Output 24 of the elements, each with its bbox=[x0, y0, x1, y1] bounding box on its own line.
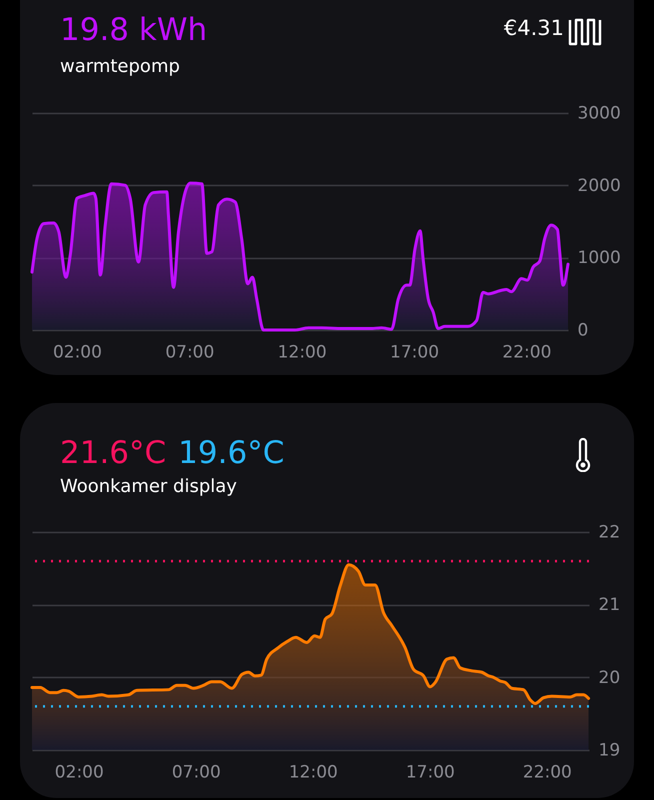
x-tick-label: 07:00 bbox=[165, 342, 214, 362]
y-tick-label: 22 bbox=[598, 522, 620, 542]
x-tick-label: 12:00 bbox=[288, 762, 338, 782]
x-tick-label: 12:00 bbox=[278, 342, 327, 362]
y-tick-label: 20 bbox=[598, 668, 620, 688]
y-tick-label: 19 bbox=[598, 740, 620, 760]
y-tick-label: 0 bbox=[578, 320, 588, 340]
x-tick-label: 17:00 bbox=[406, 762, 455, 782]
y-tick-label: 21 bbox=[598, 595, 620, 616]
chart-subtitle: Woonkamer display bbox=[60, 476, 237, 497]
x-tick-label: 17:00 bbox=[390, 342, 440, 362]
x-tick-label: 02:00 bbox=[54, 762, 104, 782]
x-tick-label: 22:00 bbox=[502, 342, 552, 362]
y-tick-label: 1000 bbox=[578, 248, 621, 268]
y-tick-label: 2000 bbox=[578, 176, 621, 196]
ref-line-label: 19.6°C bbox=[178, 435, 284, 471]
chart-subtitle: warmtepomp bbox=[60, 56, 180, 77]
ref-line-label: 21.6°C bbox=[60, 435, 166, 471]
chart-title: 19.8 kWh bbox=[60, 12, 208, 48]
x-tick-label: 22:00 bbox=[522, 762, 572, 782]
y-tick-label: 3000 bbox=[578, 104, 621, 124]
text: €4.31 bbox=[504, 16, 564, 40]
x-tick-label: 07:00 bbox=[172, 762, 221, 782]
x-tick-label: 02:00 bbox=[52, 342, 102, 362]
